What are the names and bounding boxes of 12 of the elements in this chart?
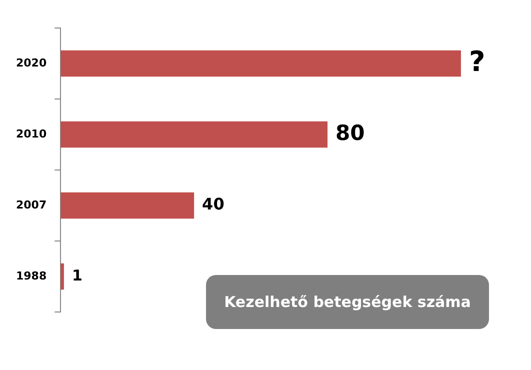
data-label: ? <box>468 44 486 78</box>
data-label: 1 <box>72 266 82 284</box>
data-label: 80 <box>336 120 365 145</box>
y-tick-label: 1988 <box>16 269 47 282</box>
data-label: 40 <box>202 194 224 214</box>
y-tick-label: 2007 <box>16 198 47 212</box>
bar <box>60 121 328 148</box>
y-tick-label: 2010 <box>16 127 47 140</box>
bar <box>60 50 461 77</box>
annotation: Kezelhető betegségek száma <box>206 275 489 329</box>
bar <box>60 192 194 219</box>
y-tick-label: 2020 <box>16 56 47 70</box>
